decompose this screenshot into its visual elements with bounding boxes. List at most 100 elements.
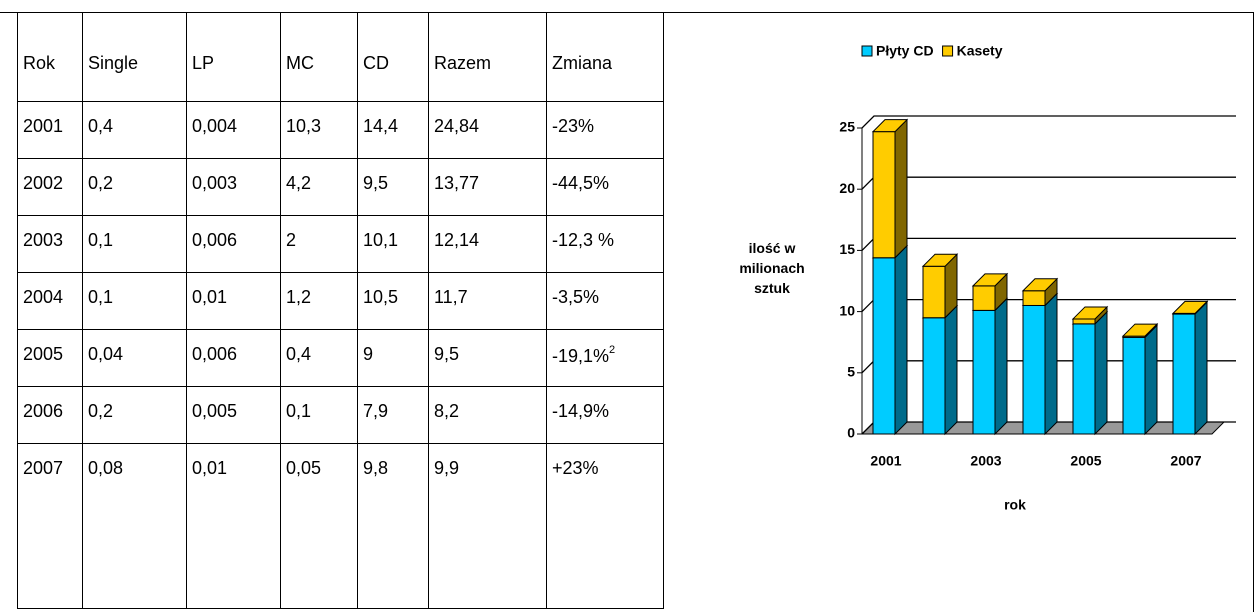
table-cell: 7,9 (357, 386, 429, 444)
table-cell: +23% (546, 443, 664, 609)
bar-side (994, 297, 1008, 436)
bar-segment (922, 265, 946, 319)
table-cell: 14,4 (357, 101, 429, 159)
table-row: 2005 0,04 0,006 0,4 9 9,5 -19,1%2 (17, 329, 664, 387)
y-tick-label: 15 (839, 241, 855, 257)
table-row: 2006 0,2 0,005 0,1 7,9 8,2 -14,9% (17, 386, 664, 444)
table-cell: -12,3 % (546, 215, 664, 273)
header-cell: MC (280, 12, 358, 102)
table-cell: -3,5% (546, 272, 664, 330)
x-tick-label: 2001 (870, 453, 901, 469)
y-tick-label: 5 (847, 364, 855, 380)
legend-swatch (861, 45, 873, 57)
table-cell: 0,005 (186, 386, 281, 444)
bar-segment (872, 131, 896, 259)
bar-segment (972, 309, 996, 435)
page: {"table": {"headers": ["Rok", "Single", … (0, 12, 1254, 612)
bar-top (1071, 306, 1109, 320)
table-cell: 9,5 (428, 329, 547, 387)
bar-top (971, 273, 1009, 287)
data-table: Rok Single LP MC CD Razem Zmiana 2001 0,4 0,004 10… (17, 12, 664, 609)
x-tick-label: 2007 (1170, 453, 1201, 469)
table-cell: 0,2 (82, 158, 187, 216)
cell-text: -19,1% (552, 346, 610, 366)
y-tick-label: 10 (839, 302, 855, 318)
table-row: 2002 0,2 0,003 4,2 9,5 13,77 -44,5% (17, 158, 664, 216)
bar-side (1094, 310, 1108, 436)
table-cell: 0,004 (186, 101, 281, 159)
y-tick-label: 25 (839, 119, 855, 135)
bar-top (1021, 278, 1059, 292)
x-tick-label: 2003 (970, 453, 1001, 469)
table-cell: 10,1 (357, 215, 429, 273)
table-cell: 0,1 (82, 215, 187, 273)
bar-segment (1072, 323, 1096, 435)
header-row: Rok Single LP MC CD Razem Zmiana (17, 12, 664, 102)
header-cell: Razem (428, 12, 547, 102)
table-cell: -19,1%2 (546, 329, 664, 387)
table-cell: 24,84 (428, 101, 547, 159)
table-cell: 13,77 (428, 158, 547, 216)
bar-segment (1072, 318, 1096, 325)
bar-segment (872, 257, 896, 435)
y-axis-label: ilość w milionach sztuk (739, 240, 805, 296)
bar-side (894, 244, 908, 436)
x-tick-label: 2005 (1070, 453, 1101, 469)
header-cell: Zmiana (546, 12, 664, 102)
table-cell: 0,08 (82, 443, 187, 609)
table-cell: 2 (280, 215, 358, 273)
bar-segment (1172, 313, 1196, 435)
header-cell: CD (357, 12, 429, 102)
footnote-mark: 2 (609, 344, 616, 356)
table-cell: 9,9 (428, 443, 547, 609)
table-cell: 2003 (17, 215, 83, 273)
table-cell: 0,2 (82, 386, 187, 444)
bar-side (894, 118, 908, 259)
table-cell: 11,7 (428, 272, 547, 330)
legend-label: Płyty CD (876, 43, 934, 59)
bar-segment (922, 317, 946, 435)
bar-side (944, 304, 958, 436)
table-cell: 0,1 (280, 386, 358, 444)
bar-segment (1022, 290, 1046, 306)
grid-line (861, 115, 1236, 129)
bar-top (1121, 323, 1159, 337)
legend-swatch (942, 45, 954, 57)
table-cell: 0,006 (186, 215, 281, 273)
bar-top (871, 119, 909, 133)
table-cell: 1,2 (280, 272, 358, 330)
bar-side (1144, 324, 1158, 436)
header-cell: Rok (17, 12, 83, 102)
table-row: 2003 0,1 0,006 2 10,1 12,14 -12,3 % (17, 215, 664, 273)
table-cell: 9,8 (357, 443, 429, 609)
x-axis-label: rok (1004, 497, 1026, 513)
bar-segment (1122, 336, 1146, 435)
bar-segment (1022, 304, 1046, 435)
y-tick-label: 0 (847, 425, 855, 441)
table-cell: -23% (546, 101, 664, 159)
table-row: 2004 0,1 0,01 1,2 10,5 11,7 -3,5% (17, 272, 664, 330)
table-cell: 2007 (17, 443, 83, 609)
legend-label: Kasety (957, 43, 1003, 59)
bar-side (1194, 300, 1208, 436)
table-row: 2001 0,4 0,004 10,3 14,4 24,84 -23% (17, 101, 664, 159)
table-row: 2007 0,08 0,01 0,05 9,8 9,9 +23% (17, 443, 664, 609)
table-cell: 2005 (17, 329, 83, 387)
header-cell: Single (82, 12, 187, 102)
grid-line (861, 176, 1236, 190)
table-cell: -14,9% (546, 386, 664, 444)
bar-top (1171, 300, 1209, 314)
bar-top (921, 253, 959, 267)
table-cell: 0,4 (280, 329, 358, 387)
table-cell: 2001 (17, 101, 83, 159)
table-cell: 0,04 (82, 329, 187, 387)
grid-line (861, 237, 1236, 251)
chart: 0 5 10 15 20 25 2001 2003 2005 2007 rok Płyty CD Kas… (839, 43, 1236, 513)
bar-side (1044, 292, 1058, 436)
bar-segment (972, 285, 996, 311)
table-cell: 2002 (17, 158, 83, 216)
table-cell: 0,003 (186, 158, 281, 216)
y-tick-label: 20 (839, 180, 855, 196)
table-cell: 12,14 (428, 215, 547, 273)
table-cell: 10,5 (357, 272, 429, 330)
